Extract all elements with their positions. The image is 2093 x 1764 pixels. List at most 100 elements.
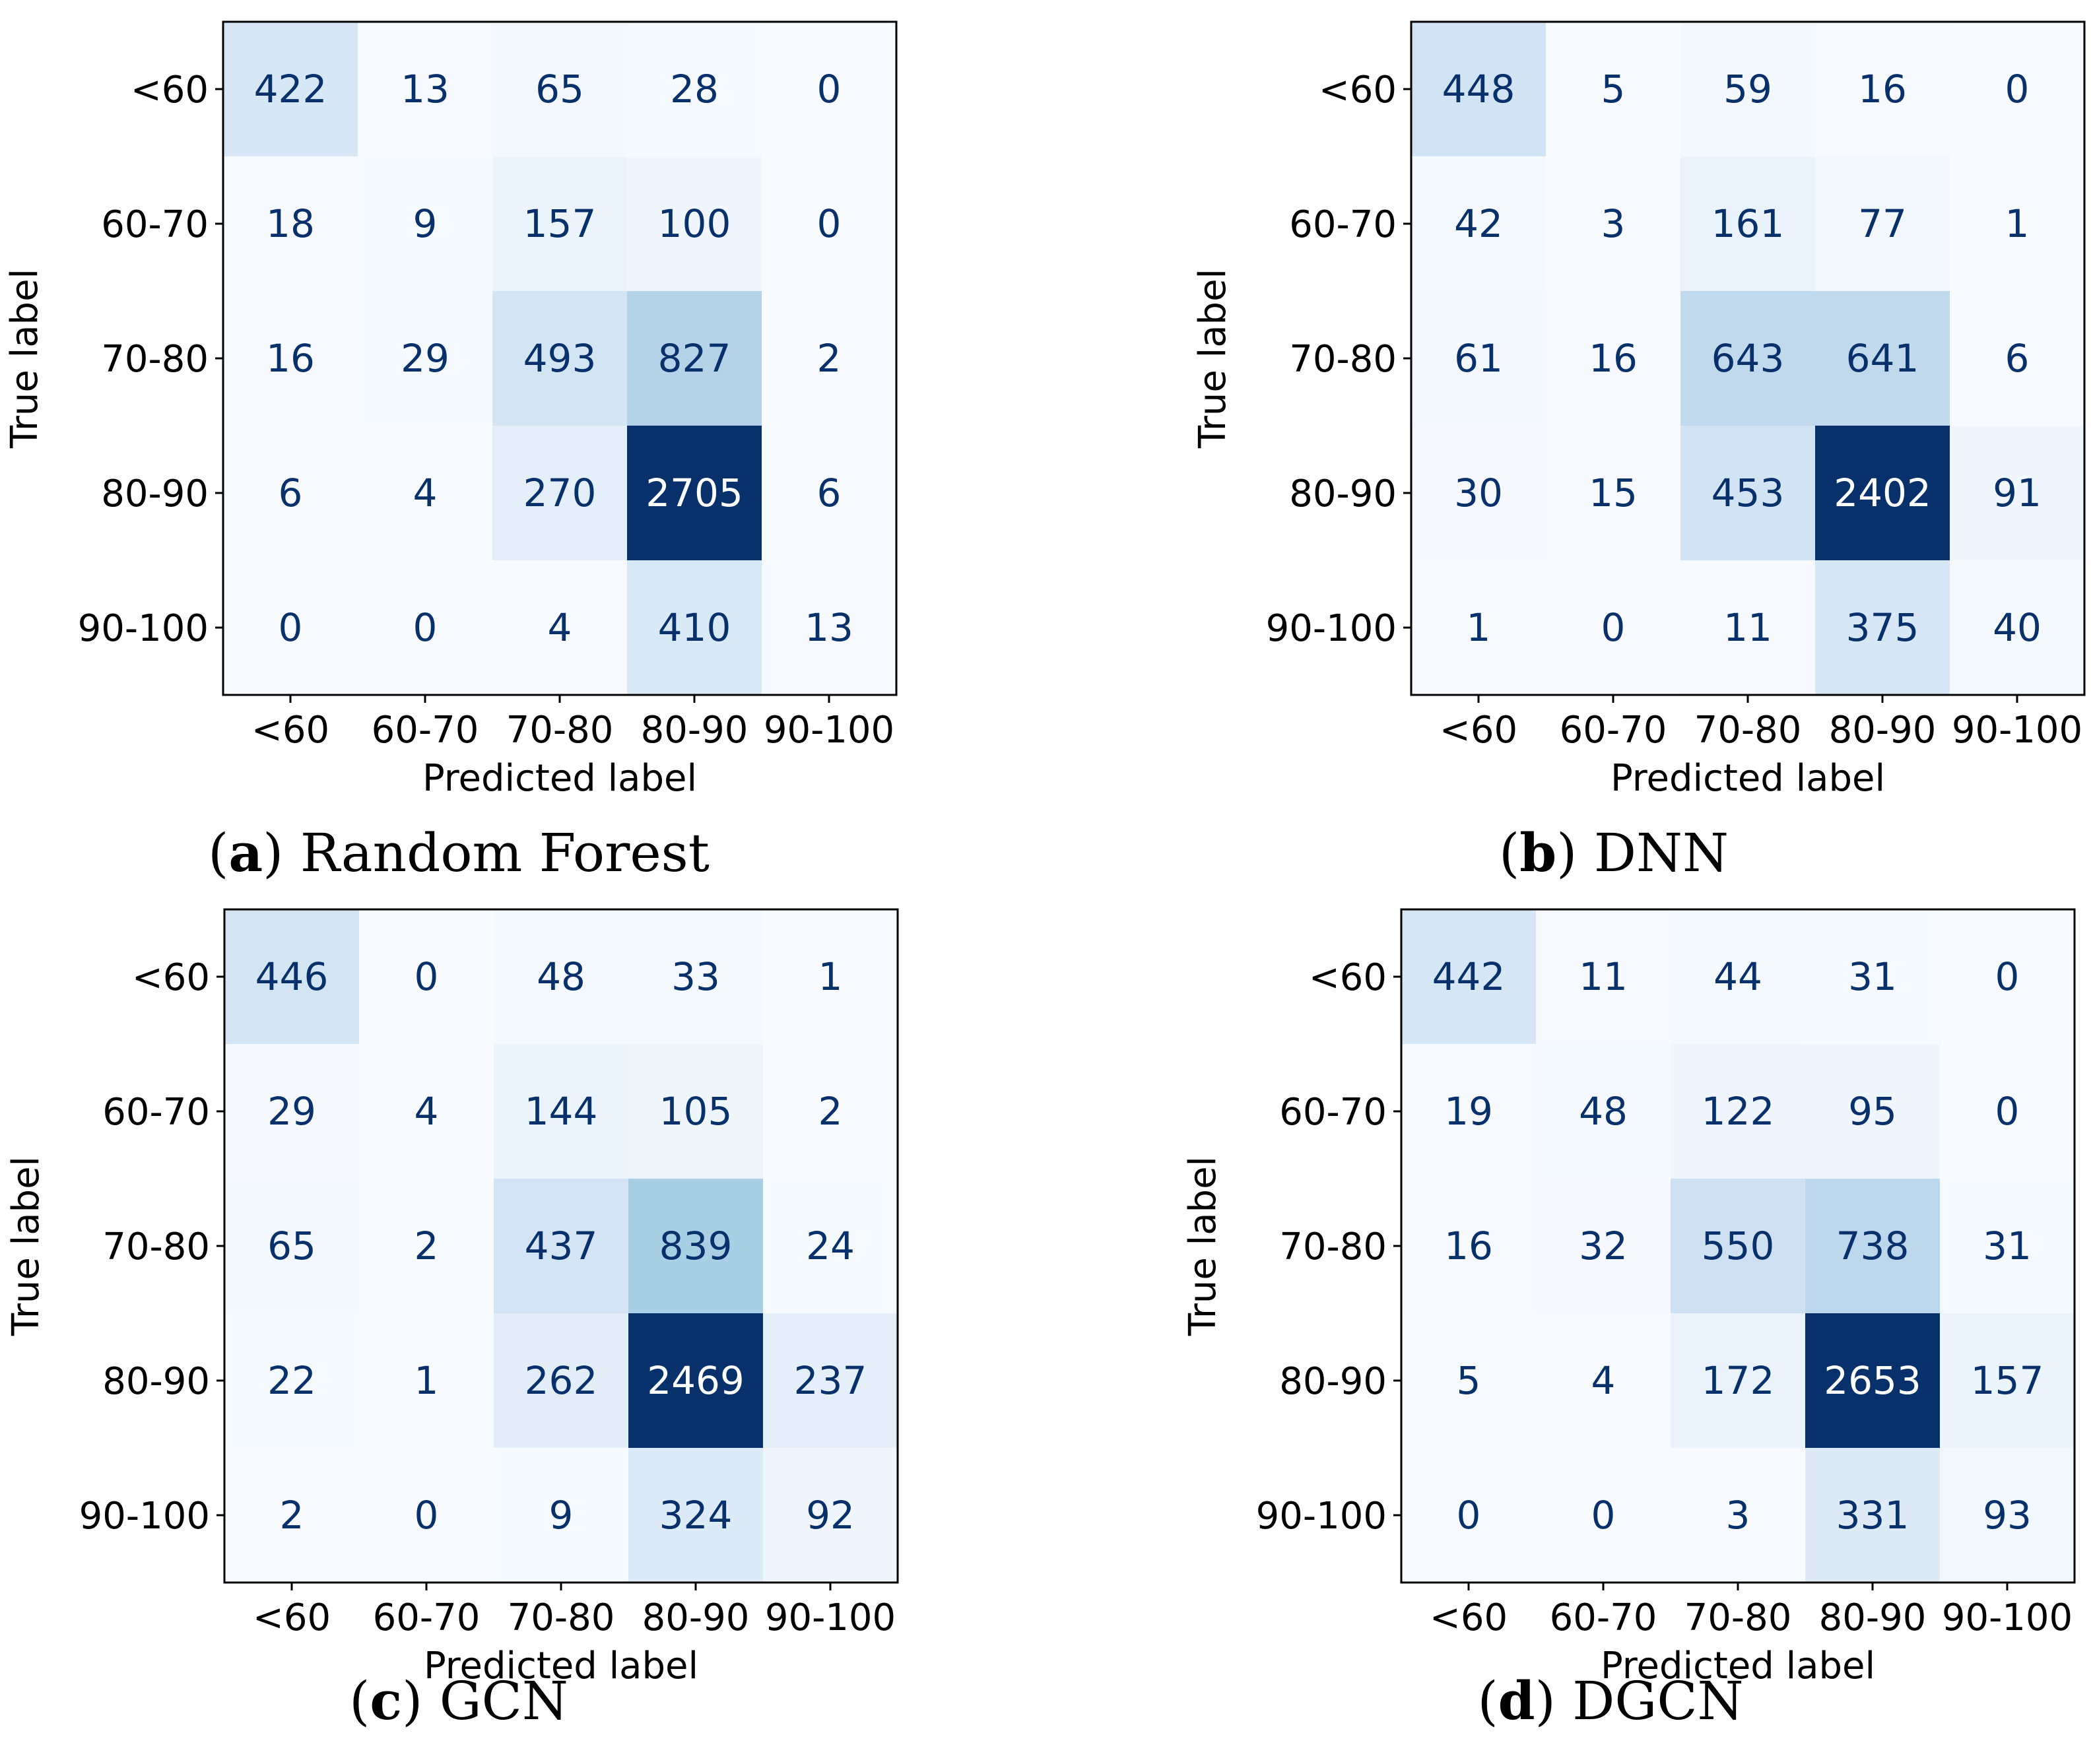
cell-value-label: 4	[1591, 1358, 1616, 1403]
heatmap-cell	[1940, 1313, 2075, 1448]
heatmap-cell	[359, 909, 494, 1044]
heatmap-cell	[358, 22, 492, 156]
cell-value-label: 5	[1601, 67, 1626, 112]
heatmap-cell	[1401, 909, 1536, 1044]
y-tick-label: 70-80	[102, 1225, 210, 1268]
cell-value-label: 6	[817, 471, 842, 515]
x-tick-label: 80-90	[642, 1596, 750, 1639]
caption-letter: b	[1519, 822, 1556, 884]
cell-value-label: 11	[1579, 954, 1628, 999]
cell-value-label: 0	[1601, 605, 1626, 650]
heatmap-cell	[1671, 1179, 1805, 1313]
cell-value-label: 839	[659, 1224, 733, 1268]
cell-value-label: 1	[818, 954, 843, 999]
heatmap-cell	[359, 1044, 494, 1179]
heatmap-cell	[1536, 909, 1671, 1044]
heatmap-cell	[1805, 1448, 1940, 1583]
cell-value-label: 28	[670, 67, 719, 112]
heatmap-cell	[628, 1448, 763, 1583]
cell-value-label: 0	[1995, 954, 2020, 999]
heatmap-cell	[762, 560, 896, 695]
y-tick-labels: <60 60-70 70-80 80-90 90-100	[79, 956, 224, 1538]
x-tick-label: 90-100	[1942, 1596, 2073, 1639]
x-tick-label: 90-100	[1952, 709, 2082, 752]
heatmap-cells: 422 13 65 28 0 18 9 157 100 0 16 29 493 827 2 6 4 270 2705…	[223, 22, 896, 695]
cell-value-label: 16	[1444, 1224, 1493, 1268]
cell-value-label: 1	[2005, 201, 2030, 246]
heatmap-cell	[1680, 156, 1815, 291]
caption-close-paren: )	[1556, 822, 1577, 884]
cell-value-label: 270	[523, 471, 597, 515]
heatmap-cell	[1805, 1313, 1940, 1448]
heatmap-cell	[1950, 291, 2084, 426]
caption-space	[283, 822, 300, 884]
heatmap-cell	[1950, 426, 2084, 560]
cell-value-label: 30	[1454, 471, 1503, 515]
cell-value-label: 5	[1457, 1358, 1481, 1403]
cell-value-label: 448	[1442, 67, 1515, 112]
heatmap-cell	[358, 426, 492, 560]
heatmap-cell	[1950, 156, 2084, 291]
cell-value-label: 550	[1702, 1224, 1775, 1268]
caption-letter: d	[1498, 1670, 1535, 1732]
x-tick-label: 70-80	[506, 709, 614, 752]
heatmap-cell	[1805, 909, 1940, 1044]
y-tick-label: 90-100	[1256, 1495, 1387, 1538]
heatmap-cell	[1546, 426, 1680, 560]
y-tick-label: <60	[1309, 956, 1387, 999]
confusion-matrix-dgcn: 442 11 44 31 0 19 48 122 95 0 16 32 550 738 31 5 4 172 265…	[1181, 908, 2076, 1732]
heatmap-cell	[1411, 291, 1546, 426]
heatmap-cell	[1411, 156, 1546, 291]
x-tick-label: 60-70	[373, 1596, 481, 1639]
cell-value-label: 453	[1711, 471, 1785, 515]
heatmap-cell	[223, 560, 358, 695]
cell-value-label: 2	[415, 1224, 439, 1268]
cell-value-label: 13	[805, 605, 853, 650]
cell-value-label: 0	[1457, 1493, 1481, 1538]
cell-value-label: 0	[1591, 1493, 1616, 1538]
cell-value-label: 0	[2005, 67, 2030, 112]
caption-open-paren: (	[1477, 1670, 1498, 1732]
y-tick-label: 60-70	[1289, 203, 1397, 246]
heatmap-cell	[492, 560, 627, 695]
heatmap-cell	[492, 22, 627, 156]
heatmap-cell	[628, 1179, 763, 1313]
confusion-matrix-dnn: 448 5 59 16 042 3 161 77 161 16 643 641 630 15 453 2402…	[1191, 20, 2086, 884]
cell-value-label: 13	[401, 67, 449, 112]
cell-value-label: 93	[1983, 1493, 2032, 1538]
y-tick-label: 60-70	[1279, 1091, 1387, 1134]
cell-value-label: 16	[266, 336, 315, 381]
cell-value-label: 61	[1454, 336, 1503, 381]
cell-value-label: 4	[415, 1089, 439, 1134]
heatmap-cell	[1546, 22, 1680, 156]
heatmap-cell	[1671, 1448, 1805, 1583]
cell-value-label: 410	[658, 605, 731, 650]
heatmap-cell	[1671, 1044, 1805, 1179]
y-tick-label: 80-90	[101, 473, 209, 515]
cell-value-label: 40	[1993, 605, 2042, 650]
x-tick-label: 80-90	[641, 709, 748, 752]
heatmap-cell	[1546, 560, 1680, 695]
heatmap-cell	[1940, 1448, 2075, 1583]
heatmap-cell	[1950, 560, 2084, 695]
x-tick-label: 60-70	[372, 709, 479, 752]
cell-value-label: 1	[1467, 605, 1491, 650]
cell-value-label: 738	[1836, 1224, 1910, 1268]
heatmap-cell	[1536, 1044, 1671, 1179]
cell-value-label: 65	[535, 67, 584, 112]
cell-value-label: 33	[671, 954, 720, 999]
heatmap-cell	[1401, 1448, 1536, 1583]
cell-value-label: 262	[525, 1358, 598, 1403]
y-tick-label: 70-80	[1289, 338, 1397, 381]
heatmap-cell	[494, 1313, 628, 1448]
panel-caption: (b) DNN	[1499, 822, 1729, 884]
x-tick-labels: <60 60-70 70-80 80-90 90-100	[253, 1583, 896, 1639]
cell-value-label: 31	[1983, 1224, 2032, 1268]
heatmap-cell	[1805, 1179, 1940, 1313]
y-tick-label: 80-90	[1289, 473, 1397, 515]
cell-value-label: 44	[1713, 954, 1762, 999]
caption-space	[422, 1670, 439, 1732]
y-tick-label: <60	[132, 956, 210, 999]
heatmap-cell	[494, 1179, 628, 1313]
